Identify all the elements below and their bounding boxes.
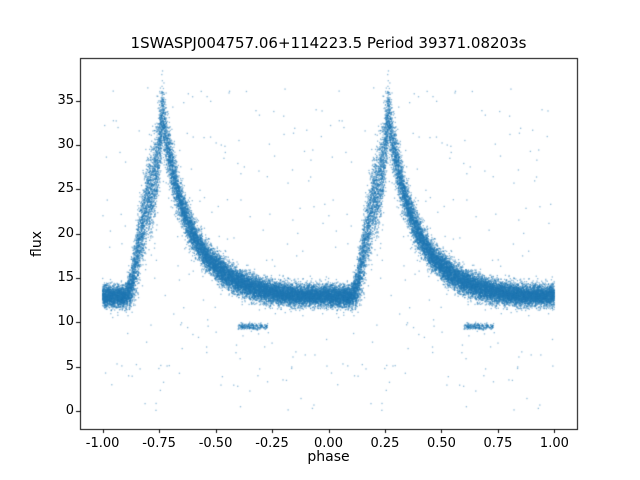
- x-tick-label: 0.25: [370, 436, 400, 451]
- x-tick-label: 0.50: [426, 436, 456, 451]
- x-tick-label: 0.75: [483, 436, 513, 451]
- x-tick-label: 1.00: [539, 436, 569, 451]
- y-tick-label: 25: [57, 181, 74, 197]
- x-tick-label: -0.75: [142, 436, 176, 451]
- y-tick-label: 20: [57, 225, 74, 241]
- y-tick-label: 30: [57, 136, 74, 152]
- x-tick-label: -0.25: [255, 436, 289, 451]
- y-tick-label: 5: [65, 358, 74, 374]
- y-tick-label: 35: [57, 92, 74, 108]
- y-tick-label: 15: [57, 270, 74, 286]
- y-tick-label: 10: [57, 314, 74, 330]
- chart-title: 1SWASPJ004757.06+114223.5 Period 39371.0…: [130, 34, 527, 52]
- x-tick-label: -1.00: [85, 436, 120, 451]
- x-axis-label: phase: [307, 449, 350, 465]
- x-tick-label: -0.50: [198, 436, 233, 451]
- y-tick-label: 0: [65, 403, 74, 419]
- x-tick-label: 0.00: [314, 436, 343, 451]
